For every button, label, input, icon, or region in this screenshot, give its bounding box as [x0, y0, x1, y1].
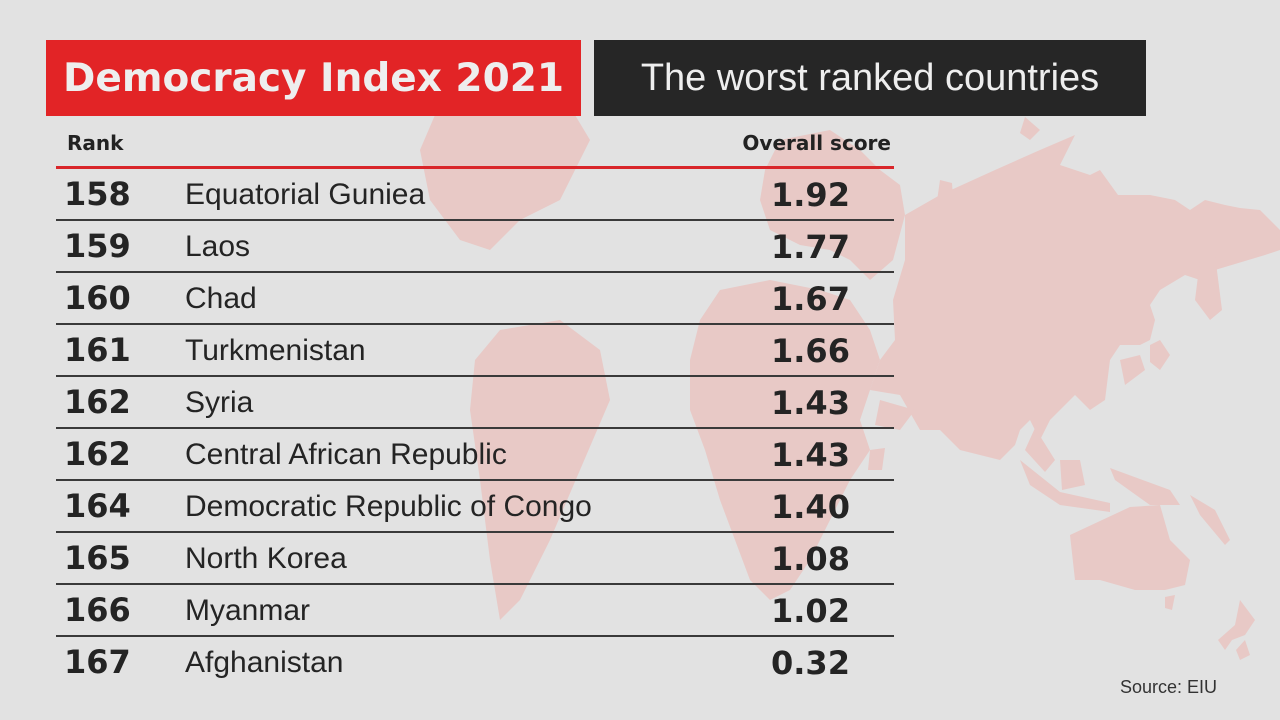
column-header-score: Overall score — [742, 131, 891, 155]
rank-cell: 165 — [64, 539, 131, 577]
rank-cell: 158 — [64, 175, 131, 213]
score-cell: 1.66 — [771, 332, 850, 370]
rank-cell: 162 — [64, 383, 131, 421]
rank-cell: 159 — [64, 227, 131, 265]
table-row: 161 Turkmenistan 1.66 — [56, 325, 894, 377]
ranking-table: Rank Overall score 158 Equatorial Guniea… — [56, 128, 894, 687]
chart-title: Democracy Index 2021 — [46, 40, 581, 116]
score-cell: 1.67 — [771, 280, 850, 318]
score-cell: 1.02 — [771, 592, 850, 630]
country-cell: Democratic Republic of Congo — [185, 490, 592, 523]
country-cell: Myanmar — [185, 594, 311, 627]
score-cell: 1.43 — [771, 436, 850, 474]
score-cell: 0.32 — [771, 644, 850, 682]
rank-cell: 166 — [64, 591, 131, 629]
country-cell: Syria — [185, 386, 254, 419]
table-row: 164 Democratic Republic of Congo 1.40 — [56, 481, 894, 533]
table-row: 166 Myanmar 1.02 — [56, 585, 894, 637]
country-cell: Equatorial Guniea — [185, 178, 426, 211]
table-row: 167 Afghanistan 0.32 — [56, 637, 894, 687]
rank-cell: 162 — [64, 435, 131, 473]
country-cell: Central African Republic — [185, 438, 507, 471]
score-cell: 1.92 — [771, 176, 850, 214]
table-row: 165 North Korea 1.08 — [56, 533, 894, 585]
country-cell: North Korea — [185, 542, 347, 575]
table-row: 162 Syria 1.43 — [56, 377, 894, 429]
table-row: 159 Laos 1.77 — [56, 221, 894, 273]
country-cell: Afghanistan — [185, 646, 344, 679]
rank-cell: 167 — [64, 643, 131, 681]
score-cell: 1.77 — [771, 228, 850, 266]
score-cell: 1.08 — [771, 540, 850, 578]
country-cell: Laos — [185, 230, 251, 263]
country-cell: Chad — [185, 282, 257, 315]
score-cell: 1.40 — [771, 488, 850, 526]
table-row: 160 Chad 1.67 — [56, 273, 894, 325]
chart-subtitle: The worst ranked countries — [594, 40, 1146, 116]
column-header-rank: Rank — [67, 131, 124, 155]
table-header: Rank Overall score — [56, 128, 894, 169]
table-row: 162 Central African Republic 1.43 — [56, 429, 894, 481]
table-row: 158 Equatorial Guniea 1.92 — [56, 169, 894, 221]
rank-cell: 164 — [64, 487, 131, 525]
source-note: Source: EIU — [1120, 677, 1218, 697]
country-cell: Turkmenistan — [185, 334, 366, 367]
rank-cell: 161 — [64, 331, 131, 369]
rank-cell: 160 — [64, 279, 131, 317]
score-cell: 1.43 — [771, 384, 850, 422]
